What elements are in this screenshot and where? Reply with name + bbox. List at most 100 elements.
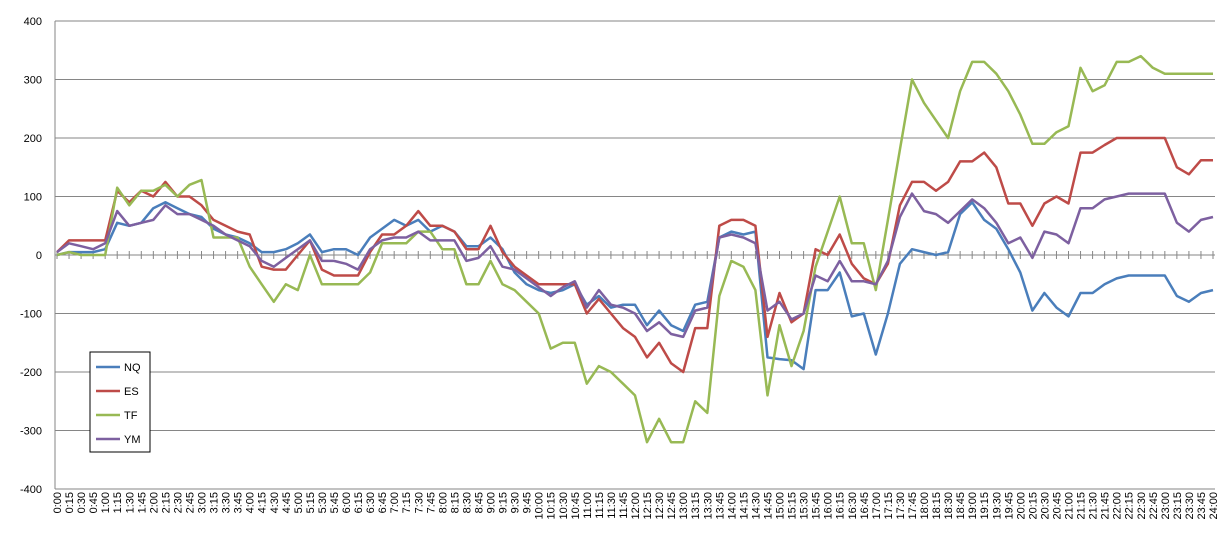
series-line xyxy=(56,136,1213,374)
x-tick-label: 12:00 xyxy=(630,492,642,520)
x-tick-label: 5:45 xyxy=(329,492,341,513)
x-tick-label: 2:15 xyxy=(160,492,172,513)
x-tick-label: 2:30 xyxy=(172,492,184,513)
x-tick-label: 7:45 xyxy=(425,492,437,513)
x-tick-label: 19:30 xyxy=(991,492,1003,520)
x-tick-label: 4:45 xyxy=(281,492,293,513)
x-tick-label: 20:45 xyxy=(1051,492,1063,520)
x-tick-label: 10:30 xyxy=(558,492,570,520)
x-tick-label: 9:15 xyxy=(498,492,510,513)
x-tick-label: 13:00 xyxy=(678,492,690,520)
x-tick-label: 17:15 xyxy=(883,492,895,520)
x-tick-label: 15:45 xyxy=(811,492,823,520)
x-tick-label: 17:45 xyxy=(907,492,919,520)
x-tick-label: 7:15 xyxy=(401,492,413,513)
x-tick-label: 7:00 xyxy=(389,492,401,513)
x-tick-label: 20:15 xyxy=(1027,492,1039,520)
y-tick-label: 0 xyxy=(36,250,42,262)
x-tick-label: 17:30 xyxy=(895,492,907,520)
x-tick-label: 23:15 xyxy=(1172,492,1184,520)
x-tick-label: 11:15 xyxy=(594,492,606,519)
x-tick-label: 14:45 xyxy=(762,492,774,520)
x-tick-label: 12:45 xyxy=(666,492,678,520)
x-tick-label: 11:30 xyxy=(606,492,618,519)
x-tick-label: 21:00 xyxy=(1064,492,1076,520)
series-line xyxy=(56,201,1214,371)
x-tick-label: 24:00 xyxy=(1208,492,1220,520)
x-tick-label: 5:15 xyxy=(305,492,317,513)
x-tick-label: 0:45 xyxy=(88,492,100,513)
x-tick-label: 9:45 xyxy=(522,492,534,513)
y-tick-label: 100 xyxy=(24,192,42,204)
x-tick-label: 19:15 xyxy=(979,492,991,520)
legend-label: NQ xyxy=(124,362,141,374)
x-tick-label: 6:30 xyxy=(365,492,377,513)
x-tick-label: 3:00 xyxy=(197,492,209,513)
x-tick-label: 13:30 xyxy=(702,492,714,520)
x-tick-label: 23:30 xyxy=(1184,492,1196,520)
legend-box xyxy=(89,351,151,453)
y-tick-label: -300 xyxy=(20,426,42,438)
x-tick-label: 10:00 xyxy=(534,492,546,520)
x-tick-label: 4:15 xyxy=(257,492,269,513)
x-tick-label: 3:15 xyxy=(209,492,221,513)
x-tick-label: 11:45 xyxy=(618,492,630,519)
x-tick-label: 10:45 xyxy=(570,492,582,520)
x-tick-label: 14:30 xyxy=(750,492,762,520)
x-tick-label: 18:15 xyxy=(931,492,943,520)
y-tick-label: 400 xyxy=(24,16,42,28)
x-tick-label: 22:15 xyxy=(1124,492,1136,520)
x-tick-label: 8:15 xyxy=(449,492,461,513)
x-tick-label: 7:30 xyxy=(413,492,425,513)
x-tick-label: 15:15 xyxy=(787,492,799,520)
x-tick-label: 20:00 xyxy=(1015,492,1027,520)
x-tick-label: 8:30 xyxy=(461,492,473,513)
legend-label: ES xyxy=(124,386,139,398)
x-tick-label: 4:30 xyxy=(269,492,281,513)
x-tick-label: 11:00 xyxy=(582,492,594,519)
x-tick-label: 1:15 xyxy=(112,492,124,513)
legend-label: YM xyxy=(124,434,141,446)
x-tick-label: 3:45 xyxy=(233,492,245,513)
x-tick-label: 12:15 xyxy=(642,492,654,520)
x-tick-label: 1:00 xyxy=(100,492,112,513)
x-tick-label: 0:00 xyxy=(52,492,64,513)
x-tick-label: 1:30 xyxy=(124,492,136,513)
y-tick-label: 200 xyxy=(24,133,42,145)
x-tick-label: 4:00 xyxy=(245,492,257,513)
x-tick-label: 19:45 xyxy=(1003,492,1015,520)
x-tick-label: 6:15 xyxy=(353,492,365,513)
y-tick-label: -400 xyxy=(20,484,42,496)
x-tick-label: 13:45 xyxy=(714,492,726,520)
x-tick-label: 5:30 xyxy=(317,492,329,513)
x-tick-label: 0:30 xyxy=(76,492,88,513)
series-line xyxy=(56,192,1214,339)
x-tick-label: 6:45 xyxy=(377,492,389,513)
x-tick-label: 14:15 xyxy=(738,492,750,520)
x-tick-label: 2:45 xyxy=(184,492,196,513)
x-tick-label: 22:45 xyxy=(1148,492,1160,520)
x-tick-label: 16:15 xyxy=(835,492,847,520)
x-tick-label: 17:00 xyxy=(871,492,883,520)
y-tick-label: 300 xyxy=(24,75,42,87)
x-tick-label: 6:00 xyxy=(341,492,353,513)
x-tick-label: 15:30 xyxy=(799,492,811,520)
x-tick-label: 20:30 xyxy=(1039,492,1051,520)
x-tick-label: 21:30 xyxy=(1088,492,1100,520)
x-tick-label: 16:45 xyxy=(859,492,871,520)
x-tick-label: 14:00 xyxy=(726,492,738,520)
x-tick-label: 23:00 xyxy=(1160,492,1172,520)
x-tick-label: 0:15 xyxy=(64,492,76,513)
series-line xyxy=(56,54,1213,444)
legend: NQ ES TF YM xyxy=(89,351,151,453)
x-tick-label: 16:00 xyxy=(823,492,835,520)
x-tick-label: 10:15 xyxy=(546,492,558,520)
x-tick-label: 15:00 xyxy=(775,492,787,520)
x-tick-label: 12:30 xyxy=(654,492,666,520)
x-tick-label: 22:00 xyxy=(1112,492,1124,520)
x-tick-label: 13:15 xyxy=(690,492,702,520)
x-tick-label: 21:15 xyxy=(1076,492,1088,520)
x-tick-label: 8:45 xyxy=(473,492,485,513)
